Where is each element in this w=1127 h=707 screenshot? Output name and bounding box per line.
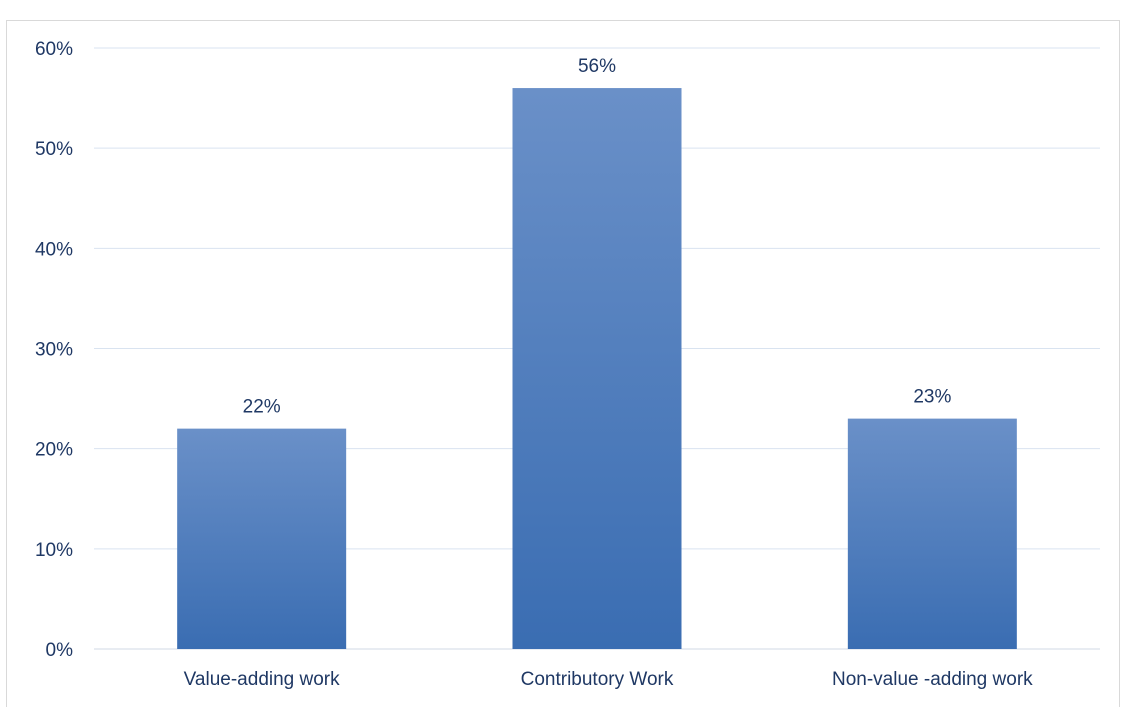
y-tick-label: 20% xyxy=(35,440,73,461)
category-labels: Value-adding work Contributory Work Non-va… xyxy=(184,669,1033,690)
y-tick-label: 60% xyxy=(35,39,73,60)
bar xyxy=(512,88,682,650)
data-labels: 22% 56% 23% xyxy=(243,56,952,418)
category-label: Non-value -adding work xyxy=(832,669,1033,690)
chart-frame xyxy=(6,20,1120,707)
y-tick-label: 10% xyxy=(35,540,73,561)
data-label: 22% xyxy=(243,397,281,418)
bars xyxy=(177,88,1017,650)
y-tick-label: 0% xyxy=(46,640,74,661)
data-label: 23% xyxy=(913,387,951,408)
y-tick-label: 40% xyxy=(35,239,73,260)
category-label: Contributory Work xyxy=(521,669,674,690)
y-tick-label: 50% xyxy=(35,139,73,160)
bar xyxy=(177,428,347,649)
data-label: 56% xyxy=(578,56,616,77)
category-label: Value-adding work xyxy=(184,669,340,690)
y-axis-tick-labels: 0% 10% 20% 30% 40% 50% 60% xyxy=(35,39,73,661)
y-tick-label: 30% xyxy=(35,340,73,361)
bar xyxy=(847,418,1017,649)
